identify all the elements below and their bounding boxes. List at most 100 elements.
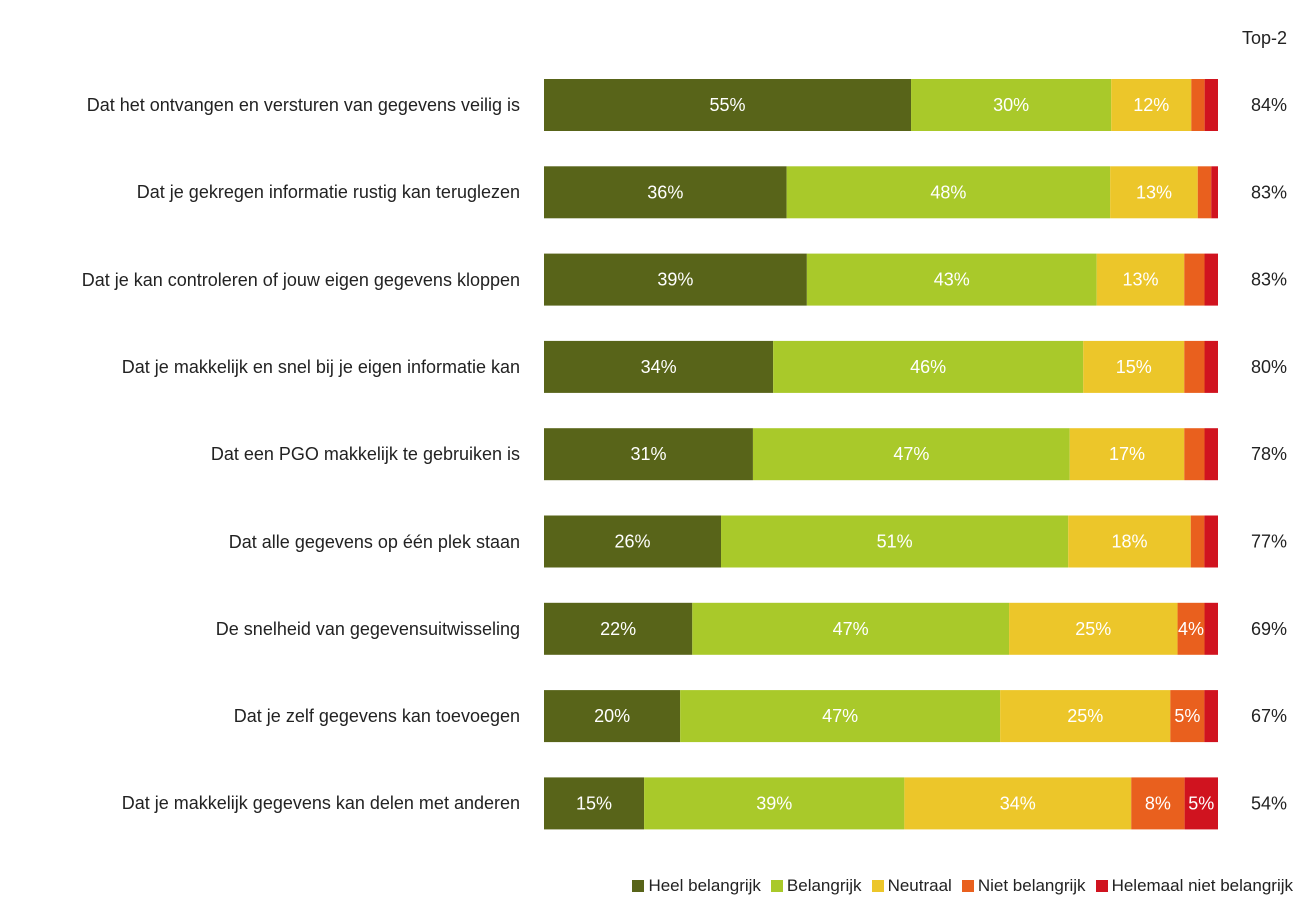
legend-item: Helemaal niet belangrijk [1095,876,1293,896]
value-label: 25% [1067,706,1103,726]
bar-segment [806,253,1097,306]
value-label: 31% [630,444,666,464]
bar-segment [1110,166,1198,219]
legend-item: Heel belangrijk [632,876,761,896]
bar-segment [752,428,1070,481]
legend-swatch [632,880,645,892]
bar-segment [1197,166,1212,219]
value-label: 25% [1075,619,1111,639]
value-label: 15% [576,793,612,813]
top2-value: 69% [1251,619,1287,639]
bar-segment [544,79,912,131]
bar-segment [1111,79,1192,131]
value-label: 8% [1145,793,1171,813]
legend-swatch [871,880,884,892]
value-label: 43% [934,270,970,290]
category-label: Dat het ontvangen en versturen van gegev… [86,95,520,115]
value-label: 48% [930,182,966,202]
value-label: 5% [1188,793,1214,813]
value-label: 39% [756,793,792,813]
legend-item: Neutraal [871,876,952,896]
top2-value: 83% [1251,182,1287,202]
category-label: Dat je kan controleren of jouw eigen geg… [81,269,520,290]
top2-value: 77% [1251,532,1287,552]
bar-segment [1177,602,1205,655]
bar-segment [1190,515,1205,568]
top2-header: Top-2 [1242,28,1287,48]
value-label: 15% [1116,357,1152,377]
value-label: 13% [1136,182,1172,202]
bar-segment [1204,602,1218,655]
bar-segment [1000,690,1171,743]
value-label: 4% [1178,619,1204,639]
bar-segment [1170,690,1205,743]
value-label: 47% [893,444,929,464]
legend-swatch [770,880,783,892]
bar-segment [1204,515,1218,568]
bar-segment [1184,777,1218,830]
bar-segment [544,253,807,306]
bar-segment [692,602,1010,655]
bar-segment [1068,515,1191,568]
value-label: 34% [641,357,677,377]
bar-segment [1069,428,1185,481]
value-label: 47% [822,706,858,726]
bar-segment [544,515,722,568]
value-label: 51% [877,532,913,552]
bar-segment [544,602,693,655]
bar-segment [904,777,1132,830]
bar-segment [544,428,753,481]
value-label: 22% [600,619,636,639]
bar-segment [1204,340,1218,393]
bar-segment [1204,690,1218,743]
top2-value: 67% [1251,706,1287,726]
category-label: Dat je gekregen informatie rustig kan te… [136,182,520,203]
category-label: Dat alle gegevens op één plek staan [228,531,520,552]
bar-segment [786,166,1111,219]
value-label: 12% [1133,95,1169,115]
legend-item: Belangrijk [770,876,862,896]
bar-segment [1191,79,1205,131]
top2-value: 80% [1251,357,1287,377]
bar-segment [1083,340,1185,393]
top2-value: 54% [1251,793,1287,813]
category-label: Dat je makkelijk gegevens kan delen met … [121,793,520,814]
bar-segment [544,166,787,219]
value-label: 30% [993,95,1029,115]
bar-segment [1204,428,1218,481]
category-label: De snelheid van gegevensuitwisseling [215,618,520,639]
category-label: Dat je zelf gegevens kan toevoegen [233,706,520,727]
value-label: 18% [1111,532,1147,552]
legend-label: Neutraal [887,876,952,895]
bar-segment [680,690,1001,743]
bar-segment [721,515,1069,568]
top2-value: 84% [1251,95,1287,115]
bar-segment [1009,602,1178,655]
bar-segment [911,79,1112,131]
value-label: 20% [594,706,630,726]
bar-segment [544,340,774,393]
value-label: 34% [1000,793,1036,813]
bar-segment [1184,340,1205,393]
bar-segment [1184,428,1205,481]
legend-swatch [961,880,974,892]
top2-value: 78% [1251,444,1287,464]
bar-segment [1211,166,1218,219]
legend-label: Helemaal niet belangrijk [1111,876,1293,895]
category-label: Dat een PGO makkelijk te gebruiken is [210,444,520,465]
bar-segment [1131,777,1185,830]
value-label: 26% [614,532,650,552]
value-label: 47% [833,619,869,639]
value-label: 17% [1109,444,1145,464]
value-label: 36% [647,182,683,202]
bar-segment [644,777,905,830]
legend-label: Belangrijk [786,876,862,895]
bar-segment [1204,79,1218,131]
bar-segment [1096,253,1185,306]
legend-label: Heel belangrijk [648,876,761,895]
value-label: 39% [657,270,693,290]
category-label: Dat je makkelijk en snel bij je eigen in… [121,356,520,377]
legend: Heel belangrijk Belangrijk Neutraal Niet be… [632,876,1293,896]
